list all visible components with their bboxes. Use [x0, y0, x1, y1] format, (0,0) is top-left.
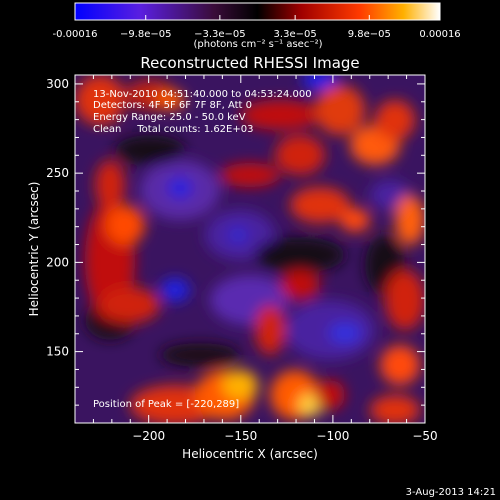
- info-line-energy: Energy Range: 25.0 - 50.0 keV: [93, 112, 246, 123]
- info-text: 13-Nov-2010 04:51:40.000 to 04:53:24.000…: [93, 89, 312, 135]
- colorbar-tick-label: −9.8e−05: [120, 29, 172, 40]
- info-line-counts: Clean Total counts: 1.62E+03: [93, 124, 253, 135]
- y-tick-label: 300: [46, 77, 69, 91]
- x-axis: −200 −150 −100 −50: [74, 75, 438, 443]
- colorbar-tick-labels: -0.00016 −9.8e−05 −3.3e−05 3.3e−05 9.8e−05 0.…: [53, 29, 461, 40]
- info-line-detectors: Detectors: 4F 5F 6F 7F 8F, Att 0: [93, 100, 252, 111]
- colorbar-ticks: [74, 15, 441, 20]
- colorbar-unit-label: (photons cm⁻² s⁻¹ asec⁻²): [193, 39, 322, 50]
- x-tick-label: −200: [132, 429, 165, 443]
- plot-frame: [74, 74, 426, 424]
- y-tick-label: 250: [46, 166, 69, 180]
- x-tick-label: −100: [316, 429, 349, 443]
- info-line-time: 13-Nov-2010 04:51:40.000 to 04:53:24.000: [93, 89, 312, 100]
- footer-date: 3-Aug-2013 14:21: [406, 487, 496, 498]
- y-axis-label: Heliocentric Y (arcsec): [27, 182, 41, 317]
- colorbar: [74, 2, 441, 21]
- peak-position-label: Position of Peak = [-220,289]: [93, 399, 239, 410]
- x-tick-label: −50: [412, 429, 437, 443]
- colorbar-tick-label: -0.00016: [53, 29, 98, 40]
- x-tick-label: −150: [224, 429, 257, 443]
- colorbar-tick-label: 9.8e−05: [348, 29, 391, 40]
- colorbar-tick-label: 0.00016: [419, 29, 460, 40]
- y-tick-label: 200: [46, 255, 69, 269]
- y-tick-label: 150: [46, 345, 69, 359]
- y-axis: 150 200 250 300: [46, 77, 425, 424]
- heatmap: [75, 75, 425, 423]
- chart-title: Reconstructed RHESSI Image: [140, 54, 359, 72]
- x-axis-label: Heliocentric X (arcsec): [182, 447, 318, 461]
- colorbar-tick-label: −3.3e−05: [194, 29, 246, 40]
- colorbar-tick-label: 3.3e−05: [274, 29, 317, 40]
